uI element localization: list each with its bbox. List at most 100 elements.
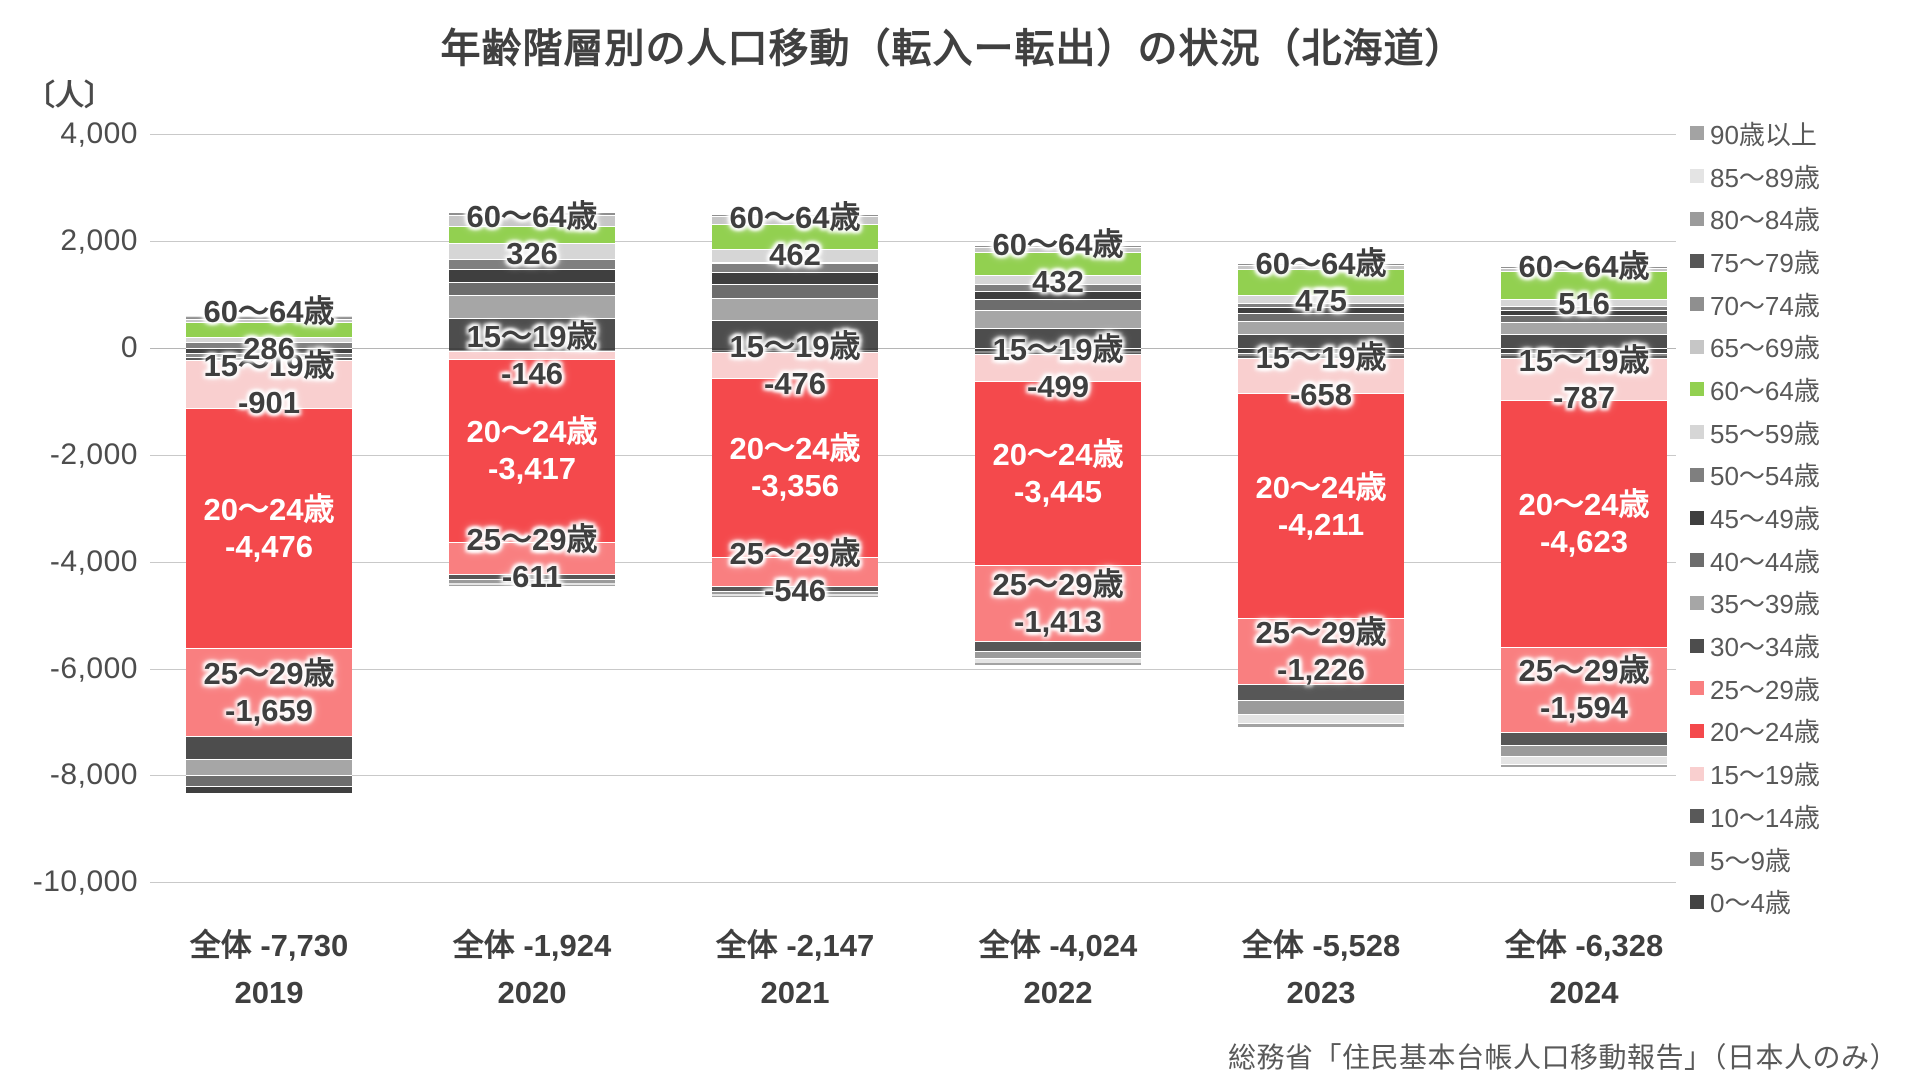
gridline (150, 241, 1676, 243)
legend-swatch (1690, 467, 1704, 482)
bar-segment (712, 348, 878, 351)
legend-label: 40～44歳 (1710, 546, 1820, 577)
bar-segment (1238, 714, 1404, 724)
bar-segment (186, 647, 352, 737)
legend-label: 45～49歳 (1710, 504, 1820, 535)
bar-segment (186, 357, 352, 361)
bar-segment (449, 584, 615, 586)
bar-segment (1501, 756, 1667, 764)
legend-item: 75～79歳 (1690, 240, 1900, 283)
bar-segment (712, 248, 878, 263)
bar-segment (186, 758, 352, 775)
bar-segment (712, 352, 878, 378)
gridline (150, 882, 1676, 884)
bar-segment (975, 658, 1141, 663)
legend-label: 55～59歳 (1710, 418, 1820, 449)
bar-segment (1238, 264, 1404, 270)
bar-segment (1238, 333, 1404, 348)
bar-segment (449, 215, 615, 226)
bar-segment (1238, 348, 1404, 353)
bar-segment (712, 586, 878, 591)
legend-swatch (1690, 809, 1704, 824)
bar-segment (1501, 763, 1667, 768)
bar-segment (449, 213, 615, 216)
bar-segment (1501, 321, 1667, 335)
bar-segment (1501, 298, 1667, 306)
bar-segment (975, 565, 1141, 641)
bar-segment (975, 310, 1141, 328)
legend-swatch (1690, 852, 1704, 867)
bar-segment (975, 353, 1141, 355)
legend-item: 25～29歳 (1690, 667, 1900, 710)
y-axis-tick-label: -4,000 (49, 544, 138, 578)
bar-segment (186, 786, 352, 793)
bar-segment (1238, 356, 1404, 359)
bar-segment (1238, 358, 1404, 394)
bar-segment (1501, 267, 1667, 268)
y-axis-tick-label: 2,000 (60, 224, 138, 258)
legend-swatch (1690, 553, 1704, 568)
legend-swatch (1690, 211, 1704, 226)
legend-item: 0～4歳 (1690, 880, 1900, 923)
bar-segment (186, 341, 352, 348)
bar-segment (975, 640, 1141, 652)
bar-segment (975, 290, 1141, 300)
gridline (150, 561, 1676, 563)
bar-segment (1238, 313, 1404, 321)
bar-segment (712, 297, 878, 321)
bar-segment (975, 284, 1141, 291)
legend-swatch (1690, 126, 1704, 141)
bar-segment (712, 590, 878, 594)
bar-segment (712, 557, 878, 587)
bar-segment (1238, 618, 1404, 684)
bar-segment (1238, 269, 1404, 295)
bar-segment (1501, 399, 1667, 647)
legend-swatch (1690, 723, 1704, 738)
legend-label: 10～14歳 (1710, 802, 1820, 833)
legend-item: 55～59歳 (1690, 411, 1900, 454)
legend-label: 50～54歳 (1710, 461, 1820, 492)
legend-item: 5～9歳 (1690, 838, 1900, 881)
bar-segment (975, 354, 1141, 382)
bar-segment (975, 381, 1141, 566)
bar-segment (975, 251, 1141, 275)
y-axis-tick-label: -8,000 (49, 758, 138, 792)
gridline (150, 668, 1676, 670)
y-axis-unit-label: 〔人〕 (26, 80, 114, 112)
legend: 90歳以上 85～89歳 80～84歳 75～79歳 70～74歳 65～69歳 60～64… (1690, 112, 1900, 923)
legend-label: 85～89歳 (1710, 162, 1820, 193)
legend-label: 25～29歳 (1710, 674, 1820, 705)
bar-segment (1501, 348, 1667, 353)
bar-segment (1238, 683, 1404, 701)
bar-segment (975, 651, 1141, 659)
bar-segment (449, 574, 615, 580)
bar-segment (186, 774, 352, 787)
category-label: 全体 -5,528 2023 (1241, 928, 1401, 1010)
bar-segment (449, 582, 615, 585)
legend-label: 90歳以上 (1710, 119, 1817, 150)
bar-segment (449, 579, 615, 583)
legend-item: 50～54歳 (1690, 454, 1900, 497)
bar-segment (712, 377, 878, 557)
bar-segment (712, 262, 878, 273)
legend-item: 20～24歳 (1690, 710, 1900, 753)
bar-segment (1501, 271, 1667, 299)
legend-label: 5～9歳 (1710, 845, 1791, 876)
bar-segment (186, 316, 352, 317)
bar-segment (186, 736, 352, 759)
legend-swatch (1690, 169, 1704, 184)
legend-label: 20～24歳 (1710, 717, 1820, 748)
y-axis-tick-label: -2,000 (49, 437, 138, 471)
bar-segment (975, 662, 1141, 665)
legend-item: 40～44歳 (1690, 539, 1900, 582)
bar-segment (1238, 393, 1404, 619)
legend-item: 80～84歳 (1690, 197, 1900, 240)
bar-segment (449, 359, 615, 542)
bar-segment (186, 337, 352, 342)
bar-segment (449, 348, 615, 350)
legend-label: 80～84歳 (1710, 205, 1820, 236)
bar-segment (449, 225, 615, 244)
bar-segment (712, 214, 878, 217)
legend-label: 75～79歳 (1710, 247, 1820, 278)
bar-segment (975, 327, 1141, 348)
